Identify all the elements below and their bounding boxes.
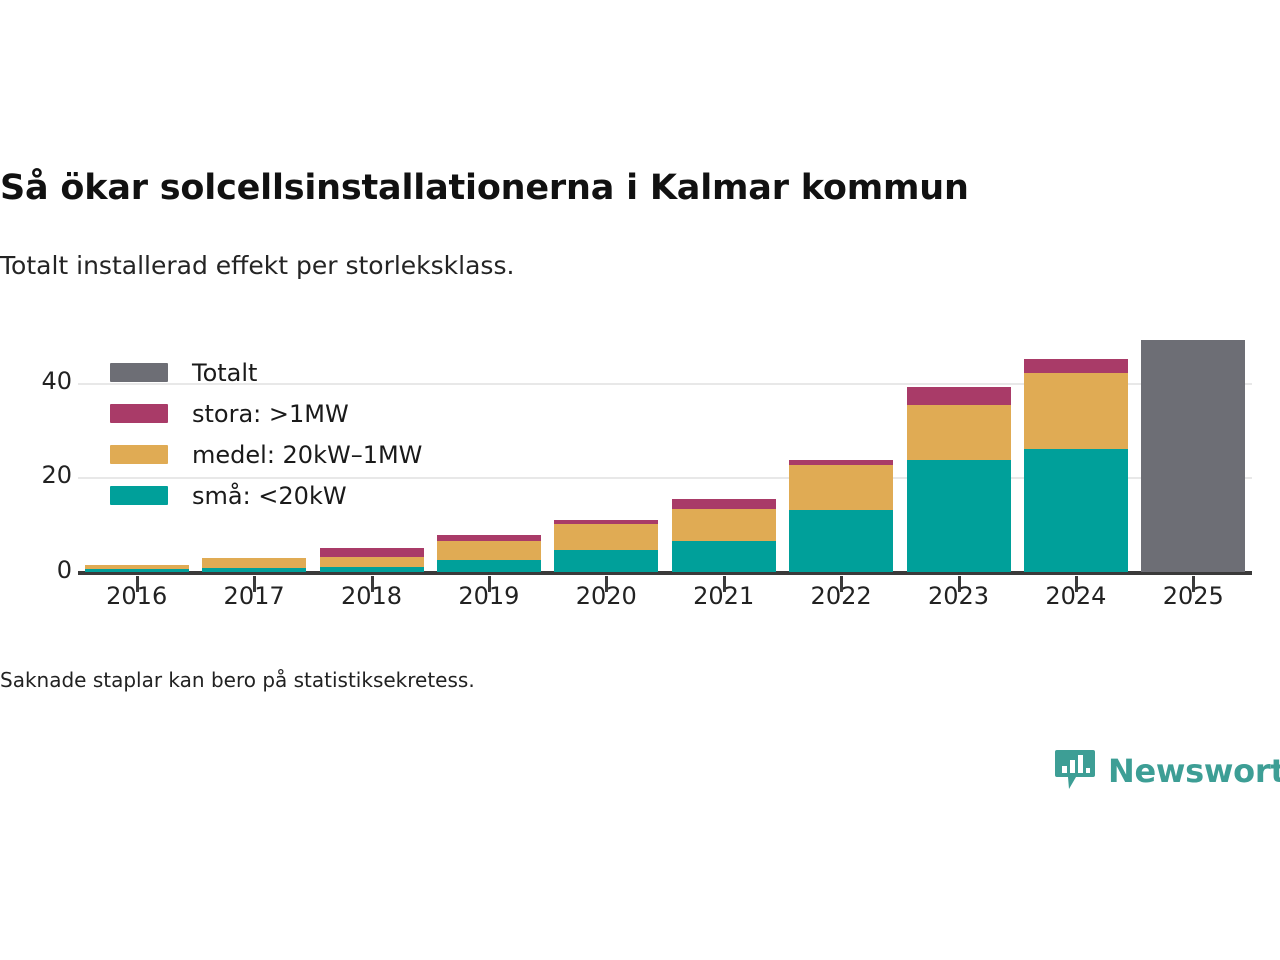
chart-legend: Totalt stora: >1MW medel: 20kW–1MW små: <20… [110,352,422,516]
gridline [78,477,1252,480]
bar-segment-sma [202,567,307,572]
bar-segment-stora [554,519,659,525]
bar-column[interactable] [202,557,307,572]
x-axis-tick-mark [957,576,961,592]
y-axis-tick-label: 20 [41,461,72,490]
bar-segment-stora [319,548,424,558]
gridline [78,382,1252,385]
bar-column[interactable] [1023,358,1128,572]
bar-segment-sma [789,509,894,572]
x-axis-tick-mark [135,576,139,592]
bar-segment-medel [319,557,424,567]
legend-swatch-stora [110,404,168,423]
bar-segment-medel [789,464,894,510]
bar-segment-sma [1023,448,1128,572]
y-axis-tick-label: 0 [56,556,72,584]
bar-segment-sma [436,559,541,572]
logo-text: Newsworthy [1108,752,1280,790]
page-title: Så ökar solcellsinstallationerna i Kalma… [0,168,969,208]
bar-column[interactable] [906,386,1011,572]
x-axis-tick-mark [840,576,844,592]
bar-column[interactable] [554,519,659,572]
bar-segment-stora [1023,358,1128,374]
legend-label-medel: medel: 20kW–1MW [192,440,423,469]
legend-swatch-total [110,363,168,382]
x-axis-tick-mark [370,576,374,592]
x-axis-tick-mark [1192,576,1196,592]
bar-segment-sma [554,549,659,572]
legend-swatch-medel [110,445,168,464]
legend-label-stora: stora: >1MW [192,399,349,428]
bar-segment-medel [436,540,541,560]
legend-item-sma[interactable]: små: <20kW [110,475,422,516]
bar-segment-medel [202,557,307,568]
plot-area [78,340,1252,575]
axis-baseline [78,571,1252,575]
bar-segment-sma [84,569,189,572]
newsworthy-logo[interactable]: Newsworthy [1054,748,1280,794]
x-axis-tick-mark [1074,576,1078,592]
bar-segment-stora [436,534,541,541]
legend-item-total[interactable]: Totalt [110,352,422,393]
legend-item-medel[interactable]: medel: 20kW–1MW [110,434,422,475]
bar-column[interactable] [789,460,894,572]
bar-chart-speech-bubble-icon [1054,748,1096,794]
x-axis-tick-mark [605,576,609,592]
bar-segment-medel [84,565,189,570]
bar-segment-medel [554,524,659,550]
legend-label-total: Totalt [192,358,258,387]
bar-segment-sma [671,540,776,572]
bar-segment-sma [319,566,424,572]
y-axis-tick-label: 40 [41,366,72,395]
bar-segment-medel [671,508,776,541]
bar-segment-stora [671,499,776,509]
bar-column[interactable] [436,534,541,572]
bar-segment-sma [906,459,1011,572]
bar-segment-stora [789,460,894,465]
x-axis-tick-mark [253,576,257,592]
bar-column[interactable] [319,548,424,572]
legend-swatch-sma [110,486,168,505]
x-axis-tick-mark [722,576,726,592]
x-axis-tick-mark [487,576,491,592]
bars-layer [78,340,1252,572]
bar-segment-medel [1023,373,1128,449]
bar-segment-total [1141,340,1246,572]
legend-label-sma: små: <20kW [192,481,347,510]
bar-segment-stora [906,386,1011,405]
bar-segment-medel [906,404,1011,460]
page-subtitle: Totalt installerad effekt per storlekskl… [0,251,515,280]
legend-item-stora[interactable]: stora: >1MW [110,393,422,434]
bar-column[interactable] [1141,340,1246,572]
bar-column[interactable] [84,565,189,572]
footnote: Saknade staplar kan bero på statistiksek… [0,668,475,692]
bar-column[interactable] [671,499,776,572]
